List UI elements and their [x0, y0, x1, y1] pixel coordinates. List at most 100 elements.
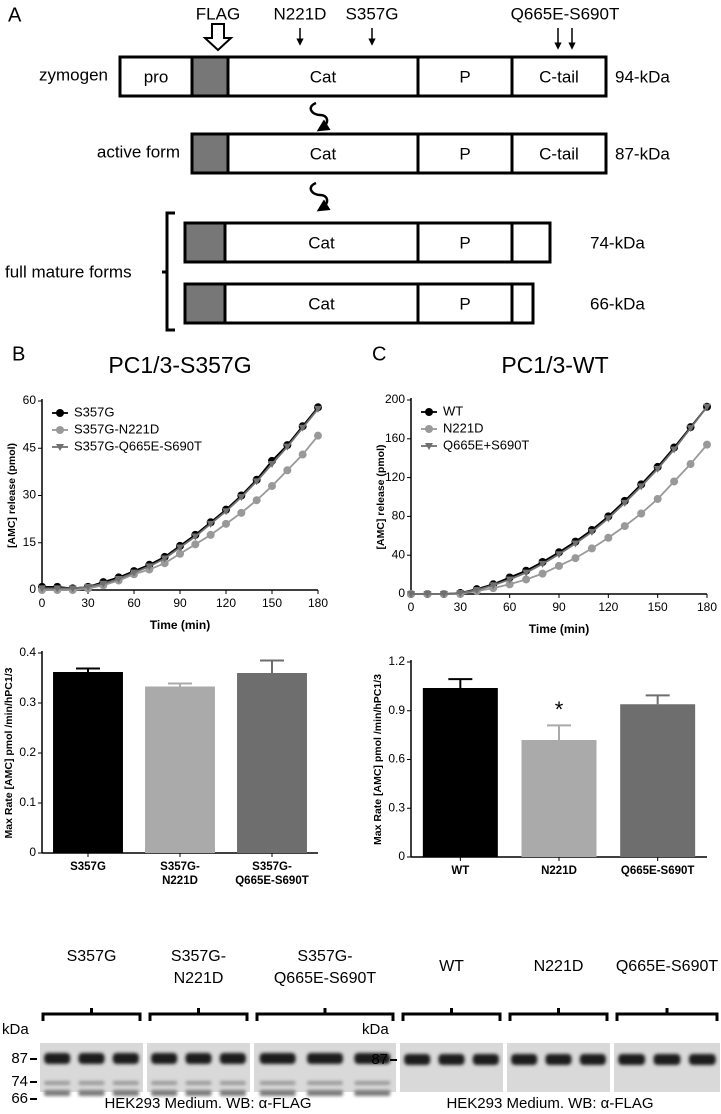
- point: [314, 431, 322, 440]
- point: [298, 424, 307, 432]
- band: [44, 1090, 71, 1096]
- y-tick-label: 0: [29, 582, 36, 596]
- domain: [510, 132, 608, 175]
- band: [307, 1053, 343, 1064]
- x-tick-label: 60: [127, 596, 141, 610]
- band: [472, 1054, 499, 1065]
- point: [637, 509, 646, 518]
- legend-label: Q665E+S690T: [443, 437, 529, 452]
- y-axis-label: [AMC] release (pmol): [375, 444, 387, 549]
- domain-label: Cat: [308, 294, 335, 313]
- point: [686, 460, 695, 469]
- lane-bracket: [41, 1008, 142, 1021]
- mutation-label: FLAG: [196, 4, 240, 23]
- point: [38, 585, 46, 593]
- blot-caption: HEK293 Medium. WB: α-FLAG: [104, 1095, 311, 1112]
- point: [653, 465, 662, 473]
- domain-label: pro: [144, 67, 169, 86]
- point: [620, 522, 629, 531]
- series-line: [411, 444, 708, 595]
- point: [587, 528, 596, 536]
- lane-bracket: [508, 1008, 609, 1021]
- point: [176, 544, 184, 552]
- y-axis-label: [AMC] release (pmol): [6, 443, 18, 548]
- blot-panel: [507, 1043, 610, 1092]
- error-bar: [547, 724, 571, 740]
- size-marker: 87: [11, 1050, 28, 1067]
- domain: [416, 221, 514, 264]
- y-tick-label: 1.2: [388, 654, 405, 668]
- y-tick-label: 30: [23, 488, 37, 502]
- point: [68, 585, 77, 593]
- domain-label: Cat: [308, 233, 335, 252]
- point: [703, 403, 711, 411]
- point: [620, 499, 629, 507]
- domain: [190, 55, 230, 98]
- size-marker: 66: [11, 1090, 28, 1107]
- band: [112, 1090, 139, 1096]
- lane-bracket: [401, 1008, 502, 1021]
- y-axis-label: Max Rate [AMC] pmol /min/hPC1/3: [372, 674, 384, 845]
- point: [423, 591, 432, 598]
- form-size: 94-kDa: [615, 67, 670, 86]
- point: [571, 554, 580, 563]
- lane-bracket: [148, 1008, 249, 1021]
- form-label: zymogen: [39, 65, 108, 84]
- x-tick-label: 120: [216, 596, 236, 610]
- y-tick-label: 0.3: [19, 695, 36, 709]
- point: [298, 450, 307, 459]
- blot-unit: kDa: [2, 1021, 29, 1038]
- y-tick-label: 0.1: [19, 795, 36, 809]
- form-label: active form: [97, 142, 180, 161]
- point: [252, 496, 261, 505]
- size-marker: 74: [11, 1073, 28, 1090]
- lane-label: S357G-: [171, 948, 226, 965]
- point: [114, 575, 123, 583]
- x-tick-label: 150: [648, 600, 668, 614]
- lane-bracket: [615, 1008, 719, 1021]
- point: [160, 555, 169, 563]
- blot-panel: [614, 1043, 720, 1092]
- y-tick-label: 0: [398, 586, 405, 600]
- domain: [118, 55, 194, 98]
- bar: [145, 686, 215, 853]
- band: [404, 1054, 431, 1065]
- domain: [416, 132, 514, 175]
- x-tick-label: S357G: [70, 861, 106, 873]
- point: [237, 494, 246, 502]
- bar: [620, 704, 696, 857]
- x-tick-label: 0: [39, 596, 46, 610]
- band: [112, 1053, 139, 1064]
- y-tick-label: 200: [385, 392, 405, 406]
- y-tick-label: 160: [385, 431, 405, 445]
- band: [259, 1053, 296, 1064]
- x-tick-label: 90: [552, 600, 566, 614]
- band: [354, 1081, 391, 1085]
- size-marker: 87: [371, 1051, 388, 1068]
- point: [505, 576, 514, 584]
- y-tick-label: 40: [392, 547, 406, 561]
- domain: [416, 282, 514, 325]
- point: [283, 443, 292, 451]
- mutation-label: Q665E-S690T: [511, 4, 620, 23]
- domain: [223, 221, 420, 264]
- point: [686, 425, 695, 433]
- point: [456, 590, 465, 598]
- y-tick-label: 120: [385, 470, 405, 484]
- x-tick-label: Q665E-S690T: [621, 865, 695, 877]
- point: [555, 561, 563, 570]
- panel-label: B: [12, 343, 25, 365]
- band: [219, 1090, 246, 1096]
- legend-label: N221D: [443, 420, 483, 435]
- error-bar: [76, 667, 100, 672]
- annotation: *: [555, 697, 564, 722]
- processing-arrows: [309, 101, 331, 212]
- panel-label: A: [8, 4, 22, 26]
- point: [84, 583, 92, 591]
- lane-label: S357G-: [297, 948, 352, 965]
- y-tick-label: 0.9: [388, 703, 405, 717]
- point: [191, 540, 200, 549]
- x-tick-label: S357G-: [160, 861, 200, 873]
- blot-unit: kDa: [362, 1021, 389, 1038]
- point: [206, 520, 215, 528]
